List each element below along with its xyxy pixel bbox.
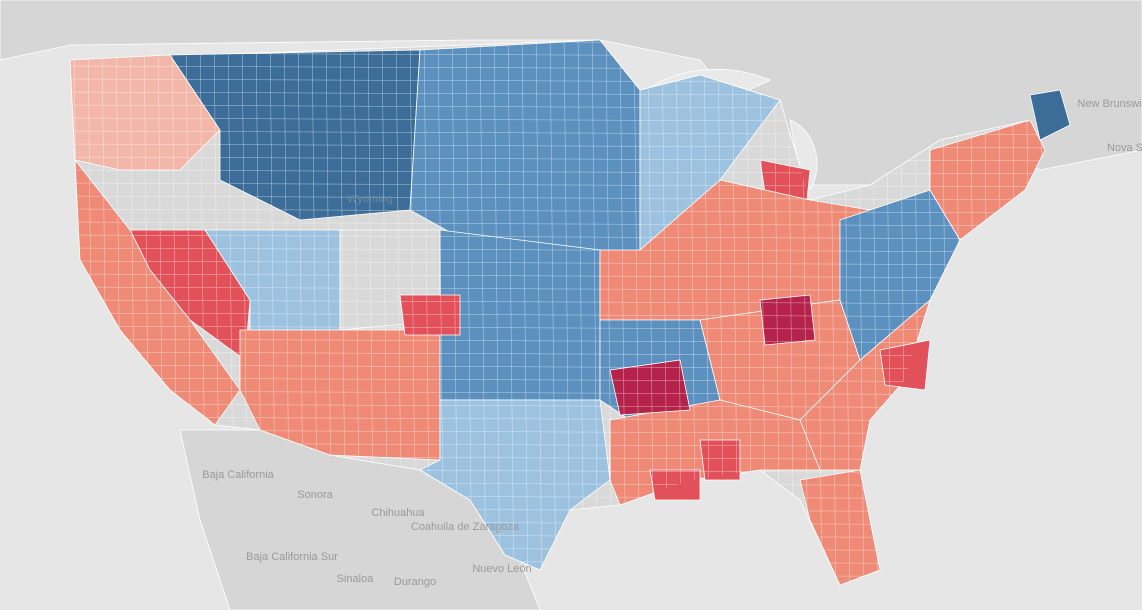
label-baja-california: Baja California	[202, 469, 274, 481]
county-border-line	[70, 312, 1045, 318]
region-texas[interactable]	[419, 399, 611, 571]
county-border-line	[70, 195, 1045, 201]
label-sinaloa: Sinaloa	[337, 573, 375, 585]
region-california[interactable]	[74, 158, 241, 426]
label-wyoming: Wyoming	[347, 193, 393, 205]
county-border-line	[70, 247, 1045, 253]
county-border-line	[70, 169, 1045, 175]
county-border-line	[70, 351, 1045, 357]
county-border-line	[70, 325, 1045, 331]
county-border-line	[70, 221, 1045, 227]
label-nuevo-leon: Nuevo León	[472, 563, 531, 575]
region-central-colorado[interactable]	[399, 294, 461, 336]
label-chihuahua: Chihuahua	[371, 507, 425, 519]
county-border-line	[493, 40, 501, 585]
county-border-line	[70, 156, 1045, 162]
region-ozark-core[interactable]	[609, 359, 691, 416]
county-border-line	[70, 338, 1045, 344]
region-new-england[interactable]	[929, 119, 1046, 241]
county-border-line	[70, 273, 1045, 279]
label-nova: Nova S	[1107, 142, 1142, 154]
region-florida[interactable]	[799, 469, 881, 586]
label-sonora: Sonora	[297, 489, 333, 501]
county-border-line	[70, 299, 1045, 305]
region-kentucky-core[interactable]	[759, 294, 816, 346]
label-durango: Durango	[394, 576, 436, 588]
county-border-line	[70, 286, 1045, 292]
county-border-line	[70, 234, 1045, 240]
county-border-line	[70, 260, 1045, 266]
region-alabama-core[interactable]	[699, 439, 741, 481]
region-maine-north[interactable]	[1029, 89, 1071, 141]
lake-huron	[789, 119, 818, 191]
county-border-line	[479, 40, 487, 585]
label-new-brunswick: New Brunswick	[1077, 98, 1142, 110]
map-labels: New Brunswick Nova S Wyoming Baja Califo…	[202, 98, 1142, 588]
region-louisiana-core[interactable]	[649, 469, 701, 501]
region-nc-coast[interactable]	[879, 339, 931, 391]
region-northern-plains[interactable]	[409, 39, 641, 261]
county-border-line	[70, 208, 1045, 214]
county-border-line	[507, 40, 515, 585]
county-border-line	[70, 182, 1045, 188]
label-baja-california-sur: Baja California Sur	[246, 551, 338, 563]
canada-land	[0, 0, 1142, 186]
label-coahuila: Coahuila de Zaragoza	[411, 521, 520, 533]
region-upper-midwest[interactable]	[599, 39, 781, 251]
